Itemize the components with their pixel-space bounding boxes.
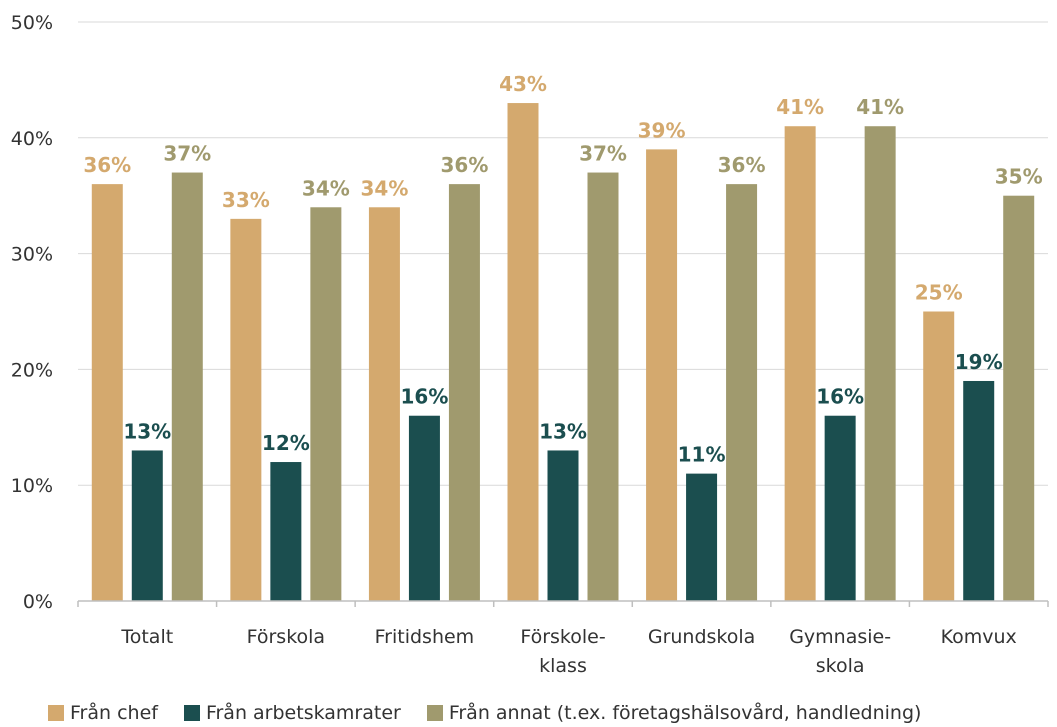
bar bbox=[408, 415, 440, 601]
data-label: 34% bbox=[302, 176, 350, 200]
legend-label: Från arbetskamrater bbox=[205, 702, 401, 724]
data-label: 11% bbox=[678, 443, 726, 467]
bar bbox=[448, 184, 480, 601]
data-label: 13% bbox=[123, 419, 171, 443]
chart-legend: Från chef Från arbetskamrater Från annat (… bbox=[48, 700, 947, 726]
data-label: 16% bbox=[400, 385, 448, 409]
legend-label: Från annat (t.ex. företagshälsovård, han… bbox=[448, 702, 922, 724]
bar bbox=[230, 218, 262, 602]
y-tick-label: 0% bbox=[23, 591, 53, 613]
data-label: 19% bbox=[955, 350, 1003, 374]
bar bbox=[784, 126, 816, 601]
legend-swatch bbox=[426, 705, 443, 721]
category-label: Komvux bbox=[941, 626, 1017, 648]
bar bbox=[547, 450, 579, 601]
bar bbox=[726, 184, 758, 601]
bar bbox=[646, 149, 678, 601]
y-tick-label: 10% bbox=[11, 475, 53, 497]
data-labels: 36% 13% 37% 33% 12% 34% 34% 16% 36% 43% 13% 37% 39% 1… bbox=[83, 72, 1042, 467]
data-label: 16% bbox=[816, 385, 864, 409]
bar bbox=[864, 126, 896, 601]
data-label: 37% bbox=[579, 142, 627, 166]
data-label: 33% bbox=[222, 188, 270, 212]
category-label: Fritidshem bbox=[375, 626, 475, 648]
bar bbox=[91, 184, 123, 601]
bar bbox=[686, 473, 718, 601]
bar bbox=[171, 172, 203, 602]
data-label: 12% bbox=[262, 431, 310, 455]
data-label: 43% bbox=[499, 72, 547, 96]
data-label: 36% bbox=[718, 153, 766, 177]
data-label: 41% bbox=[776, 95, 824, 119]
bar bbox=[131, 450, 163, 601]
bar bbox=[963, 380, 995, 601]
data-label: 35% bbox=[995, 165, 1043, 189]
y-tick-label: 30% bbox=[11, 244, 53, 266]
x-axis bbox=[77, 600, 1049, 607]
category-label: Förskola bbox=[247, 626, 325, 648]
category-label: Totalt bbox=[120, 626, 173, 648]
data-label: 34% bbox=[360, 176, 408, 200]
category-label: Gymnasie-skola bbox=[789, 626, 891, 677]
bars bbox=[91, 103, 1035, 602]
data-label: 13% bbox=[539, 419, 587, 443]
legend-item: Från annat (t.ex. företagshälsovård, han… bbox=[426, 702, 922, 724]
y-tick-label: 20% bbox=[11, 359, 53, 381]
category-label: Grundskola bbox=[648, 626, 755, 648]
data-label: 25% bbox=[915, 281, 963, 305]
bar bbox=[507, 103, 539, 601]
bar bbox=[368, 207, 400, 601]
data-label: 37% bbox=[163, 142, 211, 166]
data-label: 41% bbox=[856, 95, 904, 119]
bar bbox=[923, 311, 955, 601]
bar bbox=[310, 207, 342, 601]
x-axis-category-labels: Totalt Förskola Fritidshem Förskole-klass Gr… bbox=[120, 626, 1016, 677]
bar bbox=[1003, 195, 1035, 601]
legend-label: Från chef bbox=[70, 702, 158, 724]
y-axis-tick-labels: 0% 10% 20% 30% 40% 50% bbox=[11, 12, 53, 613]
legend-swatch bbox=[183, 705, 200, 721]
data-label: 36% bbox=[440, 153, 488, 177]
gridlines bbox=[78, 21, 1048, 486]
bar bbox=[587, 172, 619, 602]
category-label: Förskole-klass bbox=[520, 626, 605, 677]
data-label: 36% bbox=[83, 153, 131, 177]
y-tick-label: 50% bbox=[11, 12, 53, 34]
bar bbox=[270, 462, 302, 601]
y-tick-label: 40% bbox=[11, 128, 53, 150]
data-label: 39% bbox=[638, 118, 686, 142]
legend-item: Från arbetskamrater bbox=[183, 702, 401, 724]
bar bbox=[824, 415, 856, 601]
legend-swatch bbox=[48, 705, 64, 721]
legend-item: Från chef bbox=[48, 702, 158, 724]
